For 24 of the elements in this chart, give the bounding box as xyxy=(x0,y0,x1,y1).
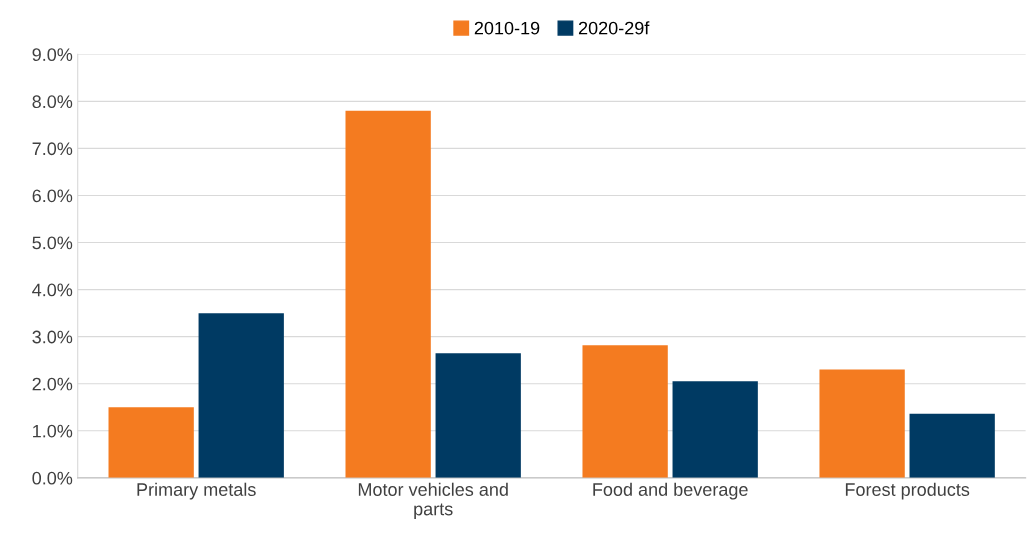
bar xyxy=(198,313,284,478)
y-tick-label: 5.0% xyxy=(32,236,73,250)
x-tick-label: Food and beverage xyxy=(593,482,748,500)
x-tick-label: Motor vehicles and parts xyxy=(358,482,508,519)
bar xyxy=(819,369,905,478)
bar xyxy=(345,110,431,478)
y-tick-label: 8.0% xyxy=(32,95,73,109)
bar xyxy=(435,353,521,478)
y-tick-label: 6.0% xyxy=(32,189,73,203)
bar xyxy=(672,381,758,478)
y-tick-label: 1.0% xyxy=(33,424,73,438)
y-tick-label: 7.0% xyxy=(32,142,73,156)
bar xyxy=(909,413,995,478)
y-tick-label: 9.0% xyxy=(32,48,73,62)
bar xyxy=(582,345,668,478)
x-tick-label: Primary metals xyxy=(137,482,256,500)
bar xyxy=(108,407,194,478)
y-tick-label: 4.0% xyxy=(32,283,73,297)
y-tick-label: 2.0% xyxy=(32,377,73,391)
y-tick-label: 0.0% xyxy=(32,471,73,485)
y-tick-label: 3.0% xyxy=(32,330,73,344)
x-tick-label: Forest products xyxy=(845,482,970,500)
legend-label: 2010-19 xyxy=(474,21,540,35)
legend-label: 2020-29f xyxy=(578,21,650,35)
